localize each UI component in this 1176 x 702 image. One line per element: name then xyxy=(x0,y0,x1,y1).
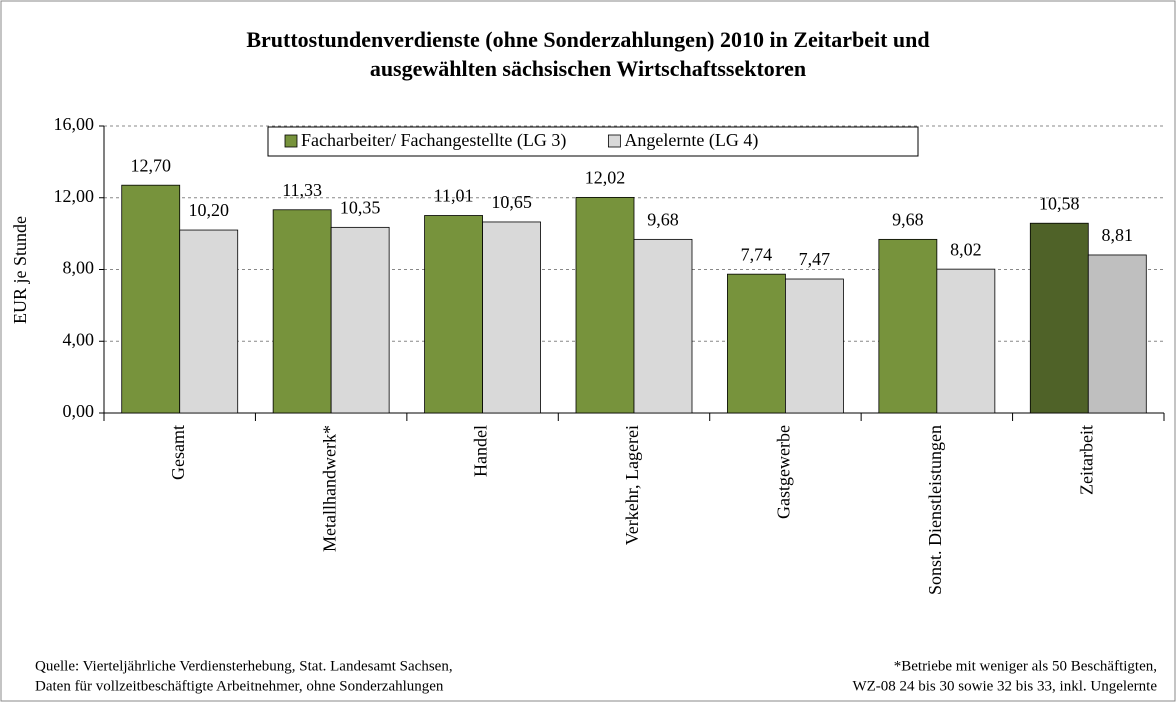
bar xyxy=(179,229,239,414)
legend-swatch xyxy=(284,134,298,148)
legend-box xyxy=(267,126,919,157)
y-tick-label: 16,00 xyxy=(54,114,95,134)
data-label: 10,35 xyxy=(340,197,381,217)
y-tick-label: 0,00 xyxy=(63,401,95,421)
data-label: 7,47 xyxy=(799,249,831,269)
note: Daten für vollzeitbeschäftigte Arbeitneh… xyxy=(35,678,444,694)
data-label: 9,68 xyxy=(647,209,679,229)
bar xyxy=(121,184,181,414)
x-tick-label: Zeitarbeit xyxy=(1076,425,1096,495)
data-label: 12,02 xyxy=(585,168,626,188)
chart-title: ausgewählten sächsischen Wirtschaftssekt… xyxy=(370,56,806,81)
x-tick-label: Gastgewerbe xyxy=(774,425,794,519)
data-label: 9,68 xyxy=(892,209,924,229)
x-tick-label: Sonst. Dienstleistungen xyxy=(925,425,945,595)
bar xyxy=(878,238,938,414)
legend-label: Facharbeiter/ Fachangestellte (LG 3) xyxy=(301,130,566,151)
bar xyxy=(1087,254,1147,414)
x-tick-label: Gesamt xyxy=(168,425,188,480)
bar xyxy=(482,221,541,414)
bar xyxy=(1029,222,1089,414)
legend-label: Angelernte (LG 4) xyxy=(624,130,758,151)
x-tick-label: Verkehr, Lagerei xyxy=(622,425,642,545)
y-tick-label: 4,00 xyxy=(63,329,95,349)
bar xyxy=(272,209,332,414)
bar xyxy=(785,278,844,414)
bar xyxy=(575,196,635,414)
y-tick-label: 8,00 xyxy=(63,258,95,278)
y-tick-label: 12,00 xyxy=(54,186,95,206)
data-label: 11,01 xyxy=(434,186,474,206)
data-label: 8,02 xyxy=(950,239,982,259)
bar xyxy=(936,268,996,414)
data-label: 7,74 xyxy=(741,244,773,264)
data-label: 10,65 xyxy=(491,192,532,212)
data-label: 12,70 xyxy=(130,155,171,175)
x-tick-label: Metallhandwerk* xyxy=(319,425,339,552)
x-tick-label: Handel xyxy=(471,425,491,477)
data-label: 8,81 xyxy=(1102,225,1134,245)
y-axis-label: EUR je Stunde xyxy=(10,216,30,324)
bar xyxy=(633,238,693,414)
bar xyxy=(424,215,483,414)
bar xyxy=(330,226,390,414)
note: WZ-08 24 bis 30 sowie 32 bis 33, inkl. U… xyxy=(852,678,1157,694)
note: Quelle: Vierteljährliche Verdiensterhebu… xyxy=(35,658,453,674)
legend-swatch xyxy=(607,134,621,148)
chart-title: Bruttostundenverdienste (ohne Sonderzahl… xyxy=(246,27,929,52)
data-label: 10,20 xyxy=(188,200,229,220)
data-label: 10,58 xyxy=(1039,193,1080,213)
bar xyxy=(727,273,786,414)
note: *Betriebe mit weniger als 50 Beschäftigt… xyxy=(894,658,1157,674)
data-label: 11,33 xyxy=(282,180,322,200)
